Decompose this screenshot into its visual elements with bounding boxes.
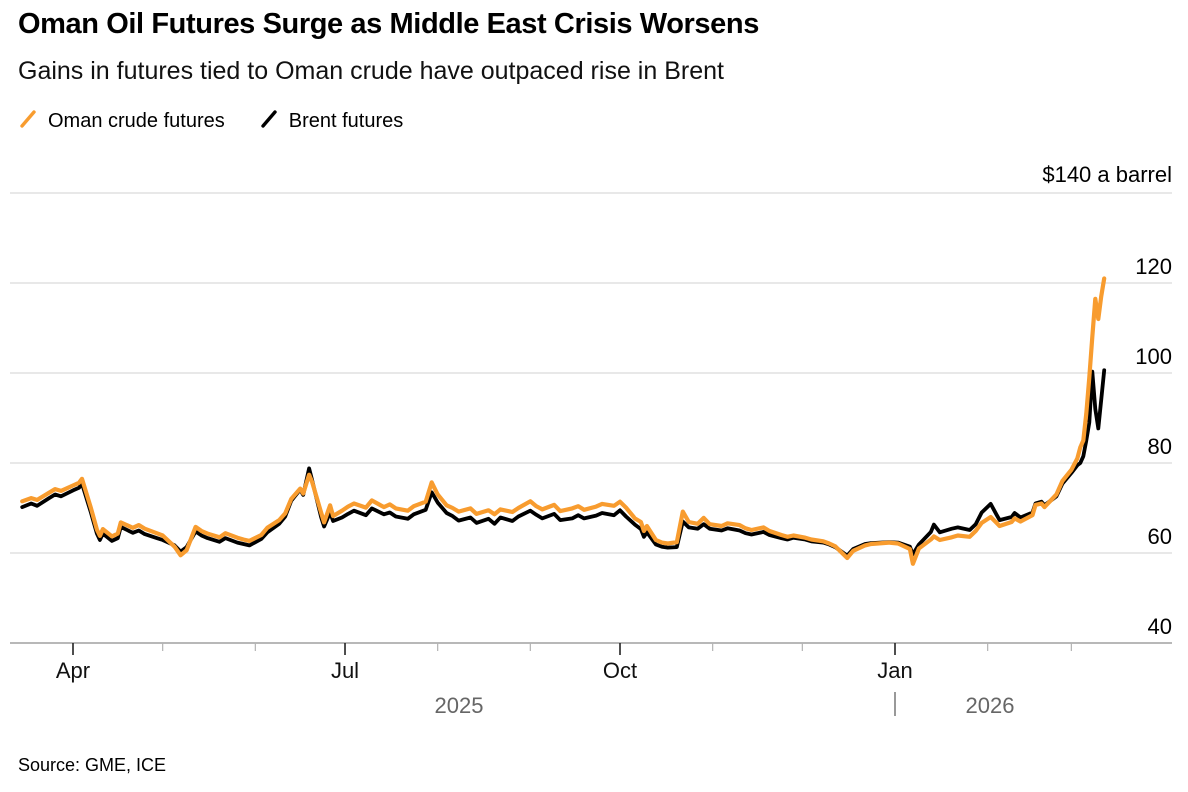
legend-item-oman: Oman crude futures [18,108,225,135]
legend-label-oman: Oman crude futures [48,109,225,132]
y-tick-label-60: 60 [1147,524,1172,549]
y-tick-label-120: 120 [1135,254,1172,279]
y-tick-label-100: 100 [1135,344,1172,369]
legend-label-brent: Brent futures [288,109,404,132]
brent-line [20,368,1107,558]
year-label-2025: 2025 [434,693,484,718]
legend: Oman crude futures Brent futures [18,106,403,136]
chart-subtitle: Gains in futures tied to Oman crude have… [18,57,724,85]
x-tick-label-jan: Jan [877,658,913,683]
y-tick-label-80: 80 [1147,434,1172,459]
source-note: Source: GME, ICE [18,755,167,775]
year-label-2026: 2026 [965,693,1015,718]
oman-line [20,276,1107,566]
legend-item-brent: Brent futures [259,108,404,135]
x-tick-label-oct: Oct [602,658,638,683]
x-tick-label-jul: Jul [330,658,360,683]
page-title: Oman Oil Futures Surge as Middle East Cr… [18,8,759,40]
y-axis-unit-label: $140 a barrel [1042,162,1172,187]
oman-line-swatch-icon [18,108,38,135]
brent-line-swatch-icon [259,108,279,135]
x-tick-label-apr: Apr [55,658,91,683]
y-tick-label-40: 40 [1147,614,1172,639]
